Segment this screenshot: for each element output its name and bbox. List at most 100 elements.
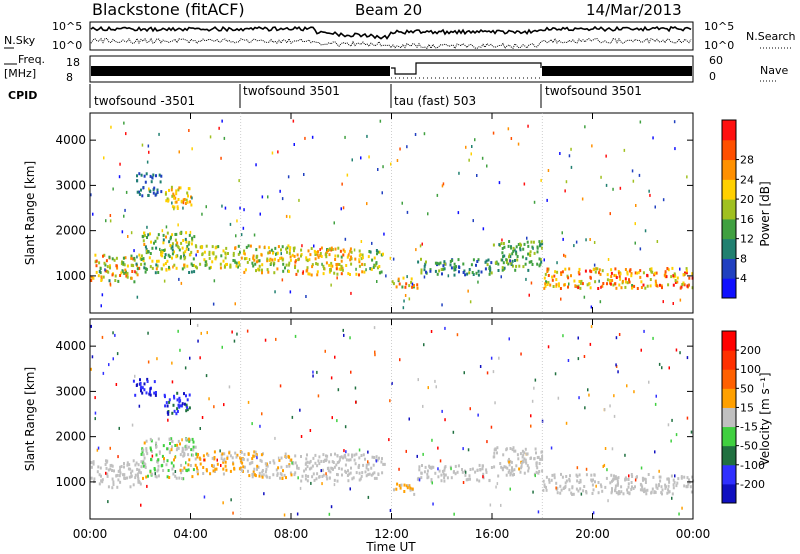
velocity-cell [107,500,109,504]
velocity-cell [300,455,302,458]
velocity-cell [640,466,643,470]
velocity-cell [256,464,259,468]
velocity-cell [375,455,378,459]
power-cell [672,283,675,287]
velocity-cell [630,473,633,476]
velocity-cell [597,491,600,495]
velocity-cell [112,357,114,361]
velocity-cell [533,386,535,390]
velocity-cell [168,437,171,441]
velocity-cell [328,512,331,516]
colorbar-segment [722,179,736,200]
power-cell [279,189,281,193]
velocity-cell [309,459,312,463]
velocity-cell [545,485,547,489]
velocity-cell [450,467,452,471]
power-cell [276,267,279,271]
power-cell [124,256,127,260]
velocity-region-5 [240,450,293,480]
power-cell [109,214,112,217]
velocity-cell [321,475,324,478]
velocity-cell [266,464,269,468]
power-cell [631,286,634,290]
power-cell [656,240,659,243]
velocity-cell [222,460,225,464]
velocity-cell [234,451,237,455]
cpid-segment-4: twofsound 3501 [545,84,642,98]
velocity-cell [333,483,336,487]
velocity-cell [137,463,140,467]
power-cell [328,253,331,257]
velocity-cell [158,450,161,454]
power-scatter [90,119,688,310]
velocity-cell [358,478,361,482]
velocity-cell [196,323,199,327]
velocity-cell [254,454,257,458]
power-cell [611,279,614,282]
power-cell [590,305,593,309]
velocity-cell [105,466,108,470]
velocity-cell [496,482,499,486]
power-cell [343,250,346,254]
power-cell [624,280,627,284]
velocity-cell [675,348,678,352]
velocity-cell [500,503,502,507]
velocity-cell [123,465,125,469]
velocity-cell [671,492,674,496]
power-cell [314,257,317,261]
velocity-cell [560,472,562,476]
power-cell [654,205,656,209]
velocity-cell [493,465,496,469]
power-cell [282,269,285,273]
velocity-cell [179,348,181,352]
power-cell [672,302,674,305]
power-cell [519,248,522,252]
velocity-cell [269,461,272,465]
velocity-cell [510,460,513,464]
power-cell [235,261,238,265]
power-cell [501,266,504,270]
velocity-cell [551,473,554,477]
power-cell [538,240,541,244]
nave-tick-high: 60 [709,54,723,67]
velocity-cell [109,446,111,450]
power-cell [578,280,581,283]
power-cell [503,266,506,270]
velocity-cell [462,481,465,484]
power-cell [632,179,635,183]
power-cell [130,263,133,267]
power-cell [321,262,323,266]
power-cell [411,285,414,289]
velocity-cell [360,454,363,457]
power-cell [619,186,622,190]
power-cell [109,219,112,223]
power-cell [527,252,530,256]
velocity-cell [603,463,606,467]
velocity-cell [587,388,589,392]
power-cell [469,300,472,304]
velocity-cell [226,456,229,460]
velocity-cell [94,411,97,415]
velocity-cell [465,478,468,482]
velocity-cell [367,460,369,464]
power-cell [168,255,171,259]
power-cell [186,200,189,204]
velocity-cell [509,487,511,491]
velocity-cell [531,399,534,403]
velocity-cell [541,469,544,473]
power-cell [477,280,479,284]
velocity-cell [141,461,144,465]
power-cell [176,207,179,210]
power-cell [177,188,180,192]
velocity-cell [520,461,523,465]
cpid-segment-2: twofsound 3501 [243,84,340,98]
power-cell [185,247,188,251]
power-cell [570,147,572,151]
velocity-cell [186,469,188,473]
velocity-cell [606,468,608,472]
power-cell [232,253,235,257]
velocity-cell [666,477,669,481]
velocity-cell [280,456,283,460]
velocity-cell [545,488,548,492]
power-cell [441,272,443,276]
